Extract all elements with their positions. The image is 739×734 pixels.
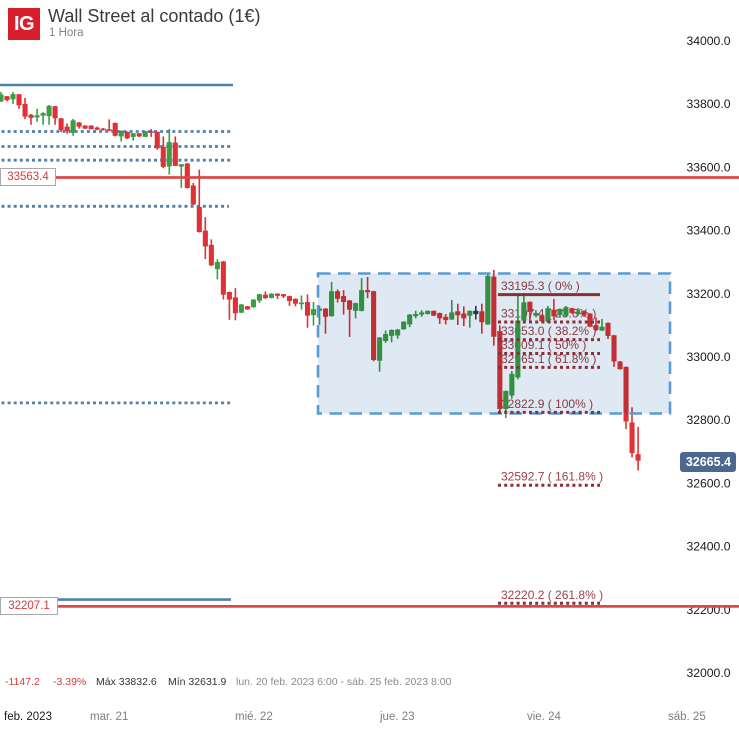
svg-text:32220.2 ( 261.8% ): 32220.2 ( 261.8% ) [501,588,603,602]
svg-text:33400.0: 33400.0 [686,224,730,238]
svg-text:32800.0: 32800.0 [686,413,730,427]
svg-text:32000.0: 32000.0 [686,666,730,680]
svg-text:32400.0: 32400.0 [686,540,730,554]
svg-text:33600.0: 33600.0 [686,160,730,174]
svg-text:32600.0: 32600.0 [686,477,730,491]
svg-text:33200.0: 33200.0 [686,287,730,301]
svg-text:33800.0: 33800.0 [686,97,730,111]
svg-text:33000.0: 33000.0 [686,350,730,364]
svg-text:32592.7 ( 161.8% ): 32592.7 ( 161.8% ) [501,470,603,484]
svg-text:34000.0: 34000.0 [686,34,730,48]
